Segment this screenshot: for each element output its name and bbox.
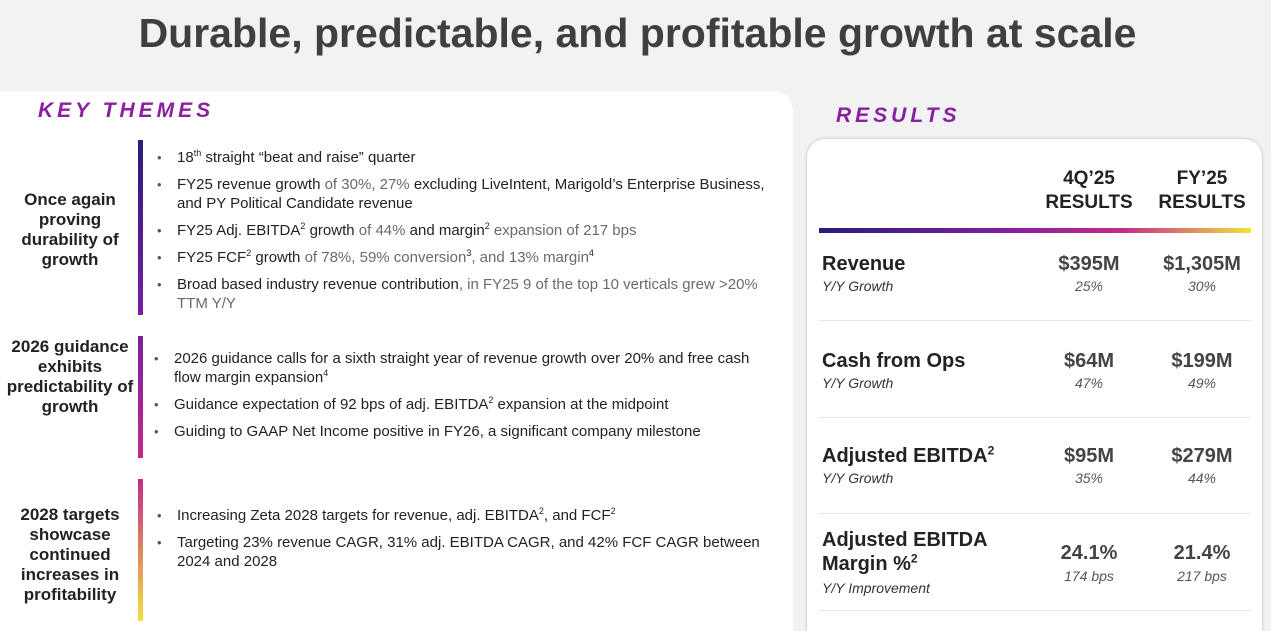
theme-accent-bar bbox=[138, 479, 143, 621]
theme-bullets: Increasing Zeta 2028 targets for revenue… bbox=[157, 506, 767, 579]
theme-name: 2028 targets showcase continued increase… bbox=[20, 505, 120, 604]
bullet-text: FY25 Adj. EBITDA bbox=[177, 222, 301, 239]
value-4q25: $64M bbox=[1063, 350, 1115, 372]
metric-subtitle: Y/Y Growth bbox=[822, 278, 894, 294]
theme-bullet: FY25 revenue growth of 30%, 27% excludin… bbox=[157, 175, 767, 213]
theme-bullet: FY25 FCF2 growth of 78%, 59% conversion3… bbox=[157, 248, 767, 267]
growth-fy25: 49% bbox=[1187, 375, 1217, 391]
metric-subtitle: Y/Y Growth bbox=[822, 470, 894, 486]
theme-bullets: 18th straight “beat and raise” quarter FY… bbox=[157, 148, 767, 321]
footnote-marker: 2 bbox=[987, 443, 995, 458]
bullet-text: expansion of 217 bps bbox=[489, 222, 637, 239]
metric-subtitle: Y/Y Improvement bbox=[822, 580, 930, 596]
bullet-text: , and FCF bbox=[543, 507, 611, 524]
growth-4q25: 174 bps bbox=[1064, 568, 1114, 584]
bullet-text: of 78%, 59% conversion bbox=[304, 249, 467, 266]
results-row: Revenue Y/Y Growth $395M 25% $1,305M 30% bbox=[819, 233, 1251, 321]
footnote-marker: 2 bbox=[488, 395, 494, 405]
bullet-text: Targeting 23% revenue CAGR, 31% adj. EBI… bbox=[177, 534, 760, 570]
results-row: Adjusted EBITDA Margin %2 Y/Y Improvemen… bbox=[819, 514, 1251, 611]
bullet-text: expansion at the midpoint bbox=[493, 396, 669, 413]
footnote-marker: 2 bbox=[610, 506, 616, 516]
value-fy25: 21.4% bbox=[1173, 542, 1231, 564]
bullet-text: excluding LiveIntent, Marigold’s Enterpr… bbox=[177, 176, 765, 212]
theme-accent-bar bbox=[138, 336, 143, 458]
bullet-text: , and 13% margin bbox=[471, 249, 589, 266]
bullet-text: Guidance expectation of 92 bps of adj. E… bbox=[174, 396, 489, 413]
theme-bullet: 18th straight “beat and raise” quarter bbox=[157, 148, 767, 167]
gradient-divider bbox=[819, 228, 1251, 233]
theme-bullet: Guidance expectation of 92 bps of adj. E… bbox=[154, 395, 764, 414]
footnote-marker: 2 bbox=[910, 551, 918, 566]
theme-bullet: Increasing Zeta 2028 targets for revenue… bbox=[157, 506, 767, 525]
metric-name: Revenue bbox=[822, 253, 906, 275]
footnote-marker: 4 bbox=[588, 248, 594, 258]
theme-bullet: Broad based industry revenue contributio… bbox=[157, 275, 767, 313]
theme-accent-bar bbox=[138, 140, 143, 315]
growth-fy25: 217 bps bbox=[1177, 568, 1227, 584]
growth-fy25: 44% bbox=[1187, 470, 1217, 486]
bullet-text: of 44% bbox=[358, 222, 410, 239]
theme-row: 2026 guidance exhibits predictability of… bbox=[0, 336, 793, 458]
growth-4q25: 35% bbox=[1074, 470, 1104, 486]
bullet-text: Guiding to GAAP Net Income positive in F… bbox=[174, 423, 701, 440]
bullet-text: , in FY25 9 of the top 10 verticals grew… bbox=[177, 276, 758, 312]
theme-bullet: 2026 guidance calls for a sixth straight… bbox=[154, 349, 764, 387]
bullet-text: growth bbox=[305, 222, 359, 239]
theme-bullet: Targeting 23% revenue CAGR, 31% adj. EBI… bbox=[157, 533, 767, 571]
bullet-text: growth bbox=[251, 249, 305, 266]
metric-subtitle: Y/Y Growth bbox=[822, 375, 894, 391]
footnote-marker: 2 bbox=[246, 248, 252, 258]
theme-bullets: 2026 guidance calls for a sixth straight… bbox=[154, 349, 764, 449]
growth-4q25: 25% bbox=[1074, 278, 1104, 294]
bullet-text: straight “beat and raise” quarter bbox=[201, 149, 416, 166]
bullet-text: 18 bbox=[177, 149, 194, 166]
value-4q25: $395M bbox=[1058, 253, 1120, 275]
theme-name: Once again proving durability of growth bbox=[21, 190, 119, 269]
results-card: 4Q’25 RESULTS FY’25 RESULTS Revenue Y/Y … bbox=[807, 139, 1262, 631]
bullet-text: FY25 FCF bbox=[177, 249, 247, 266]
bullet-text: of 30%, 27% bbox=[320, 176, 414, 193]
results-row: Adjusted EBITDA2 Y/Y Growth $95M 35% $27… bbox=[819, 418, 1251, 514]
footnote-marker: 2 bbox=[300, 221, 306, 231]
footnote-marker: th bbox=[193, 148, 202, 158]
value-fy25: $199M bbox=[1171, 350, 1233, 372]
bullet-text: Increasing Zeta 2028 targets for revenue… bbox=[177, 507, 539, 524]
footnote-marker: 4 bbox=[323, 368, 329, 378]
footnote-marker: 2 bbox=[538, 506, 544, 516]
metric-name: Cash from Ops bbox=[822, 350, 966, 372]
value-fy25: $279M bbox=[1171, 445, 1233, 467]
bullet-text: and margin bbox=[409, 222, 485, 239]
value-4q25: $95M bbox=[1063, 445, 1115, 467]
theme-bullet: FY25 Adj. EBITDA2 growth of 44% and marg… bbox=[157, 221, 767, 240]
bullet-text: FY25 revenue growth bbox=[177, 176, 321, 193]
column-header-4q25: 4Q’25 RESULTS bbox=[1045, 168, 1133, 213]
value-4q25: 24.1% bbox=[1060, 542, 1118, 564]
bullet-text: 2026 guidance calls for a sixth straight… bbox=[174, 350, 750, 386]
theme-row: 2028 targets showcase continued increase… bbox=[0, 479, 793, 621]
theme-name: 2026 guidance exhibits predictability of… bbox=[6, 337, 134, 416]
footnote-marker: 2 bbox=[484, 221, 490, 231]
results-row: Cash from Ops Y/Y Growth $64M 47% $199M … bbox=[819, 321, 1251, 418]
key-themes-label: KEY THEMES bbox=[38, 99, 215, 122]
page-title: Durable, predictable, and profitable gro… bbox=[138, 10, 1137, 56]
growth-4q25: 47% bbox=[1074, 375, 1104, 391]
growth-fy25: 30% bbox=[1187, 278, 1217, 294]
key-themes-panel: KEY THEMES Once again proving durability… bbox=[0, 91, 793, 631]
results-label: RESULTS bbox=[836, 104, 961, 127]
bullet-text: Broad based industry revenue contributio… bbox=[177, 276, 459, 293]
metric-name: Adjusted EBITDA2 bbox=[822, 443, 995, 467]
value-fy25: $1,305M bbox=[1163, 253, 1241, 275]
column-header-fy25: FY’25 RESULTS bbox=[1158, 168, 1246, 213]
metric-name: Adjusted EBITDA Margin %2 bbox=[822, 529, 987, 575]
footnote-marker: 3 bbox=[466, 248, 472, 258]
theme-row: Once again proving durability of growth … bbox=[0, 140, 793, 315]
theme-bullet: Guiding to GAAP Net Income positive in F… bbox=[154, 422, 764, 441]
